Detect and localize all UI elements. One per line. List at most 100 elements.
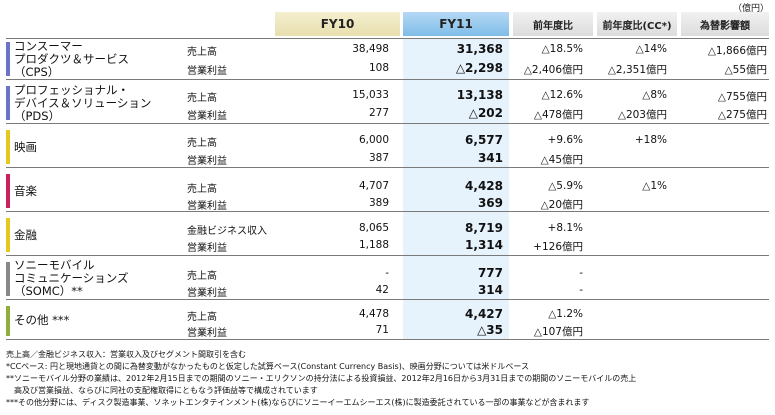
value-fy11: 13,138 — [456, 88, 503, 102]
segment-color-bar — [6, 42, 10, 76]
value-fy10: - — [385, 267, 389, 279]
segment-name-line1: 音楽 — [14, 184, 37, 198]
segment-finance: 金融 金融ビジネス収入 8,065 8,719 +8.1% 営業利益 1,188… — [6, 214, 769, 256]
segment-divider — [6, 211, 769, 212]
segment-movie: 映画 売上高 6,000 6,577 +9.6% +18% 営業利益 387 3… — [6, 126, 769, 168]
row-label: 売上高 — [187, 184, 217, 195]
value-yoy-cc: △1% — [642, 180, 667, 192]
value-yoy: △20億円 — [540, 199, 583, 211]
row-label: 営業利益 — [187, 201, 227, 212]
footnotes: 売上高／金融ビジネス収入：営業収入及びセグメント間取引を含む *CCベース: 円… — [6, 349, 771, 409]
segment-divider — [6, 38, 769, 39]
segment-name-line3: （PDS） — [14, 109, 61, 123]
value-yoy: △18.5% — [541, 43, 583, 55]
footnote: **ソニーモバイル分野の業績は、2012年2月15日までの期間のソニー・エリクソ… — [6, 374, 637, 383]
segment-pds: プロフェッショナル・ デバイス＆ソリューション （PDS） 売上高 15,033… — [6, 82, 769, 124]
segment-name-line2: コミュニケーションズ — [14, 271, 129, 285]
segment-name-line1: コンスーマー — [14, 39, 83, 53]
value-fy11: 314 — [477, 283, 503, 297]
segment-divider — [6, 123, 769, 124]
value-yoy: +8.1% — [547, 222, 583, 234]
value-fy10: 389 — [368, 197, 389, 209]
value-fy10: 38,498 — [352, 43, 389, 55]
value-fy10: 15,033 — [352, 89, 389, 101]
value-yoy: +9.6% — [547, 134, 583, 146]
segment-divider — [6, 339, 769, 340]
row-label: 営業利益 — [187, 66, 227, 77]
value-yoy: △5.9% — [548, 180, 583, 192]
row-label: 営業利益 — [187, 243, 227, 254]
value-yoy: △2,406億円 — [523, 64, 583, 76]
segment-other: その他 *** 売上高 4,478 4,427 △1.2% 営業利益 71 △3… — [6, 302, 769, 340]
segment-name-line1: ソニーモバイル — [14, 258, 95, 272]
footnote: *CCベース: 円と現地通貨との間に為替変動がなかったものと仮定した試算ベース(… — [6, 362, 530, 371]
row-label: 金融ビジネス収入 — [187, 226, 267, 237]
segment-color-bar — [6, 262, 10, 296]
value-yoy-cc: △14% — [635, 43, 667, 55]
footnote: ***その他分野には、ディスク製造事業、ソネットエンタテインメント(株)ならびに… — [6, 398, 590, 407]
segment-name-line1: 映画 — [14, 140, 37, 154]
value-yoy: △45億円 — [540, 154, 583, 166]
value-fy11: 341 — [477, 151, 503, 165]
value-fy11: △202 — [468, 106, 503, 120]
value-fy11: 6,577 — [465, 133, 503, 147]
value-fy11: 4,428 — [465, 179, 503, 193]
segment-divider — [6, 167, 769, 168]
segment-music: 音楽 売上高 4,707 4,428 △5.9% △1% 営業利益 389 36… — [6, 170, 769, 212]
value-fy10: 71 — [375, 324, 389, 336]
segment-name-line1: プロフェッショナル・ — [14, 83, 129, 97]
value-fy10: 42 — [375, 284, 389, 296]
value-yoy: △107億円 — [533, 326, 583, 338]
value-yoy: △12.6% — [541, 89, 583, 101]
segment-somc: ソニーモバイル コミュニケーションズ （SOMC）** 売上高 - 777 - … — [6, 258, 769, 300]
value-fy10: 6,000 — [358, 134, 389, 146]
value-yoy: △1.2% — [548, 308, 583, 320]
row-label: 売上高 — [187, 93, 217, 104]
value-fy10: 1,188 — [358, 239, 389, 251]
value-fy10: 108 — [368, 62, 389, 74]
header-fx-impact: 為替影響額 — [681, 12, 769, 36]
segment-color-bar — [6, 86, 10, 120]
value-yoy-cc: △8% — [642, 89, 667, 101]
segment-name-line2: プロダクツ＆サービス — [14, 52, 129, 66]
value-yoy-cc: △203億円 — [617, 109, 667, 121]
value-fx: △755億円 — [717, 91, 767, 103]
fy11-column-highlight — [403, 38, 509, 340]
value-fx: △1,866億円 — [707, 45, 767, 57]
unit-label: （億円） — [732, 4, 769, 14]
row-label: 営業利益 — [187, 288, 227, 299]
value-fy11: 777 — [477, 266, 503, 280]
row-label: 営業利益 — [187, 156, 227, 167]
row-label: 売上高 — [187, 47, 217, 58]
footnote: 売上高／金融ビジネス収入：営業収入及びセグメント間取引を含む — [6, 350, 246, 359]
header-yoy: 前年度比 — [513, 12, 593, 36]
value-fy10: 4,478 — [358, 308, 389, 320]
segment-color-bar — [6, 306, 10, 336]
segment-color-bar — [6, 218, 10, 252]
value-fy11: 1,314 — [465, 238, 503, 252]
row-label: 売上高 — [187, 138, 217, 149]
value-yoy-cc: △2,351億円 — [607, 64, 667, 76]
value-fy11: 31,368 — [456, 42, 503, 56]
segment-color-bar — [6, 130, 10, 164]
segment-name-line3: （SOMC）** — [14, 284, 83, 298]
row-label: 売上高 — [187, 312, 217, 323]
segment-name-line2: デバイス＆ソリューション — [14, 96, 152, 110]
value-fy11: △35 — [477, 323, 503, 337]
value-yoy: - — [579, 284, 583, 296]
row-label: 売上高 — [187, 271, 217, 282]
value-fy10: 4,707 — [358, 180, 389, 192]
value-fy11: 4,427 — [465, 307, 503, 321]
value-fy10: 387 — [368, 152, 389, 164]
row-label: 営業利益 — [187, 328, 227, 339]
header-fy11: FY11 — [403, 12, 509, 36]
segment-cps: コンスーマー プロダクツ＆サービス （CPS） 売上高 38,498 31,36… — [6, 38, 769, 80]
segment-name-line3: （CPS） — [14, 65, 60, 79]
segment-divider — [6, 79, 769, 80]
header-yoy-cc: 前年度比(CC*) — [597, 12, 677, 36]
segment-name-line1: その他 *** — [14, 313, 70, 327]
value-fy11: △2,298 — [455, 61, 503, 75]
value-fx: △55億円 — [724, 64, 767, 76]
value-fy10: 8,065 — [358, 222, 389, 234]
footnote: 高及び営業損益、ならびに同社の支配権取得にともなう評価益等で構成されています — [6, 386, 318, 395]
